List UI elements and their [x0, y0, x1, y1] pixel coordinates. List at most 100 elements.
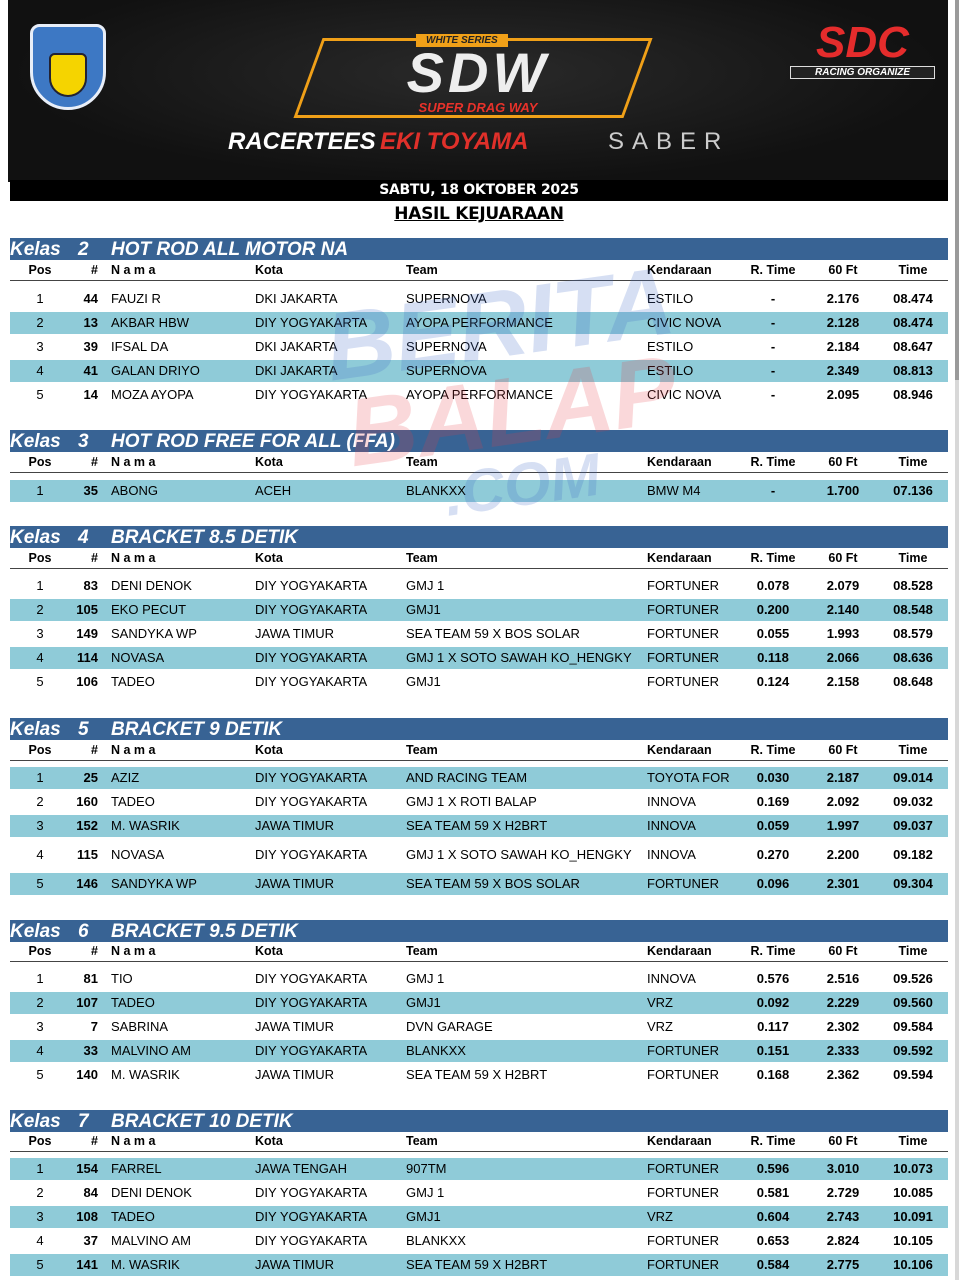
cell-ft: 2.092: [826, 794, 860, 809]
cell-team: GMJ1: [406, 602, 441, 617]
column-header-kota: Kota: [255, 1134, 283, 1148]
cell-rt: -: [770, 363, 776, 378]
cell-kend: ESTILO: [647, 291, 694, 306]
cell-nama: TADEO: [111, 674, 155, 689]
cell-nama: TADEO: [111, 995, 155, 1010]
column-header-team: Team: [406, 1134, 438, 1148]
cell-nama: IFSAL DA: [111, 339, 169, 354]
class-title-bar: Kelas 6 BRACKET 9.5 DETIK: [10, 920, 948, 942]
cell-kota: DIY YOGYAKARTA: [255, 770, 368, 785]
cell-rt: 0.596: [756, 1161, 790, 1176]
cell-tm: 09.584: [893, 1019, 933, 1034]
sponsor-saber: SABER: [608, 128, 730, 155]
table-header: Pos # N a m a Kota Team Kendaraan R. Time 60 Ft…: [10, 743, 948, 761]
column-header-pos: Pos: [28, 1134, 52, 1148]
cell-num: 154: [76, 1161, 98, 1176]
table-row: 2 107 TADEO DIY YOGYAKARTA GMJ1 VRZ 0.092 2.229…: [10, 992, 948, 1014]
cell-tm: 08.946: [893, 387, 933, 402]
cell-kend: TOYOTA FOR: [647, 770, 730, 785]
cell-nama: SABRINA: [111, 1019, 169, 1034]
cell-num: 107: [76, 995, 98, 1010]
cell-kota: JAWA TIMUR: [255, 876, 334, 891]
table-row: 2 160 TADEO DIY YOGYAKARTA GMJ 1 X ROTI BALA…: [10, 791, 948, 813]
cell-team: SUPERNOVA: [406, 363, 487, 378]
cell-ft: 1.993: [826, 626, 860, 641]
cell-kota: DIY YOGYAKARTA: [255, 602, 368, 617]
column-header-tm: Time: [898, 743, 928, 757]
cell-team: SEA TEAM 59 X H2BRT: [406, 818, 548, 833]
cell-tm: 10.091: [893, 1209, 933, 1224]
table-row: 5 14 MOZA AYOPA DIY YOGYAKARTA AYOPA PERFORM…: [10, 384, 948, 406]
cell-pos: 4: [36, 1233, 44, 1248]
table-row: 1 35 ABONG ACEH BLANKXX BMW M4 - 1.700 07.136: [10, 480, 948, 502]
cell-kend: VRZ: [647, 1019, 673, 1034]
cell-nama: TADEO: [111, 794, 155, 809]
cell-ft: 2.140: [826, 602, 860, 617]
cell-team: GMJ 1 X SOTO SAWAH KO_HENGKY: [406, 650, 632, 665]
cell-kend: CIVIC NOVA: [647, 315, 722, 330]
cell-tm: 07.136: [893, 483, 933, 498]
cell-tm: 08.647: [893, 339, 933, 354]
cell-pos: 5: [36, 876, 44, 891]
cell-kend: FORTUNER: [647, 626, 719, 641]
scrollbar[interactable]: [955, 0, 959, 1280]
cell-num: 105: [76, 602, 98, 617]
cell-kend: FORTUNER: [647, 1161, 719, 1176]
column-header-num: #: [91, 551, 98, 565]
cell-tm: 08.813: [893, 363, 933, 378]
cell-nama: FARREL: [111, 1161, 162, 1176]
table-row: 2 13 AKBAR HBW DIY YOGYAKARTA AYOPA PERFORMA…: [10, 312, 948, 334]
cell-rt: 0.576: [756, 971, 790, 986]
cell-pos: 1: [36, 971, 44, 986]
cell-nama: NOVASA: [111, 650, 165, 665]
column-header-tm: Time: [898, 455, 928, 469]
cell-pos: 4: [36, 650, 44, 665]
cell-nama: EKO PECUT: [111, 602, 187, 617]
column-header-pos: Pos: [28, 455, 52, 469]
cell-ft: 2.333: [826, 1043, 860, 1058]
cell-kota: DIY YOGYAKARTA: [255, 794, 368, 809]
cell-tm: 09.560: [893, 995, 933, 1010]
cell-ft: 2.824: [826, 1233, 860, 1248]
table-row: 5 140 M. WASRIK JAWA TIMUR SEA TEAM 59 X H2B…: [10, 1064, 948, 1086]
cell-rt: -: [770, 339, 776, 354]
cell-num: 108: [76, 1209, 98, 1224]
cell-tm: 08.528: [893, 578, 933, 593]
cell-rt: 0.581: [756, 1185, 790, 1200]
cell-kend: FORTUNER: [647, 602, 719, 617]
cell-num: 160: [76, 794, 98, 809]
table-row: 4 115 NOVASA DIY YOGYAKARTA GMJ 1 X SOTO SAW…: [10, 844, 948, 866]
table-header: Pos # N a m a Kota Team Kendaraan R. Time 60 Ft…: [10, 455, 948, 473]
column-header-nama: N a m a: [111, 263, 156, 277]
cell-team: SEA TEAM 59 X H2BRT: [406, 1067, 548, 1082]
cell-pos: 3: [36, 1209, 44, 1224]
sdw-logo: SDW: [406, 41, 550, 104]
column-header-rt: R. Time: [750, 743, 796, 757]
cell-kend: BMW M4: [647, 483, 701, 498]
cell-team: SEA TEAM 59 X BOS SOLAR: [406, 626, 580, 641]
cell-num: 152: [76, 818, 98, 833]
column-header-pos: Pos: [28, 944, 52, 958]
column-header-tm: Time: [898, 944, 928, 958]
cell-ft: 2.516: [826, 971, 860, 986]
cell-kend: FORTUNER: [647, 1233, 719, 1248]
cell-pos: 2: [36, 315, 44, 330]
table-row: 3 108 TADEO DIY YOGYAKARTA GMJ1 VRZ 0.604 2.743…: [10, 1206, 948, 1228]
class-name: BRACKET 10 DETIK: [111, 1111, 293, 1132]
cell-ft: 2.301: [826, 876, 860, 891]
cell-rt: -: [770, 291, 776, 306]
cell-nama: SANDYKA WP: [111, 626, 197, 641]
cell-num: 106: [76, 674, 98, 689]
cell-nama: SANDYKA WP: [111, 876, 197, 891]
cell-kend: ESTILO: [647, 363, 694, 378]
class-title-bar: Kelas 4 BRACKET 8.5 DETIK: [10, 526, 948, 548]
cell-rt: 0.270: [756, 847, 790, 862]
column-header-kota: Kota: [255, 944, 283, 958]
cell-nama: TADEO: [111, 1209, 155, 1224]
cell-rt: 0.078: [756, 578, 790, 593]
cell-team: GMJ1: [406, 995, 441, 1010]
cell-pos: 3: [36, 339, 44, 354]
cell-rt: 0.151: [756, 1043, 790, 1058]
cell-tm: 09.182: [893, 847, 933, 862]
cell-ft: 2.200: [826, 847, 860, 862]
